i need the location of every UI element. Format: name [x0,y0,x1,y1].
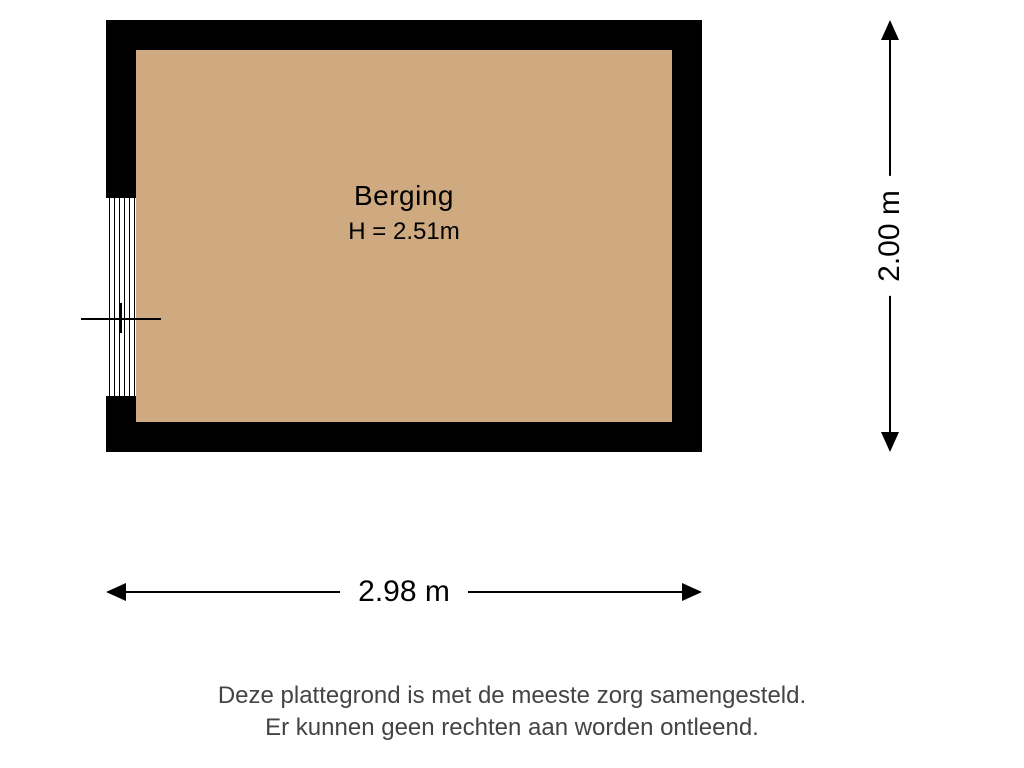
dimension-width: 2.98 m [106,576,702,608]
door-stripe [129,198,131,396]
disclaimer-line-1: Deze plattegrond is met de meeste zorg s… [0,680,1024,712]
room-plan: Berging H = 2.51m [106,20,702,452]
dimension-width-label: 2.98 m [340,575,468,609]
door-opening [106,198,136,396]
door-swing-tick [120,303,122,333]
door-stripe [119,198,121,396]
door-stripe [124,198,126,396]
dimension-line [468,591,682,593]
arrow-down-icon [881,432,899,452]
disclaimer-line-2: Er kunnen geen rechten aan worden ontlee… [0,712,1024,744]
wall-bottom [106,422,702,452]
arrow-up-icon [881,20,899,40]
door-stripe [114,198,116,396]
disclaimer: Deze plattegrond is met de meeste zorg s… [0,680,1024,745]
door-stripe [109,198,111,396]
wall-right [672,20,702,452]
room-height-label: H = 2.51m [136,218,672,246]
arrow-left-icon [106,583,126,601]
dimension-height-label: 2.00 m [873,176,907,296]
floorplan-canvas: Berging H = 2.51m 2.98 m 2.00 m Deze pla… [0,0,1024,768]
arrow-right-icon [682,583,702,601]
door-stripe [134,198,136,396]
wall-top [106,20,702,50]
dimension-line [126,591,340,593]
dimension-height: 2.00 m [874,20,906,452]
room-name: Berging [136,180,672,212]
room-label-block: Berging H = 2.51m [136,180,672,246]
